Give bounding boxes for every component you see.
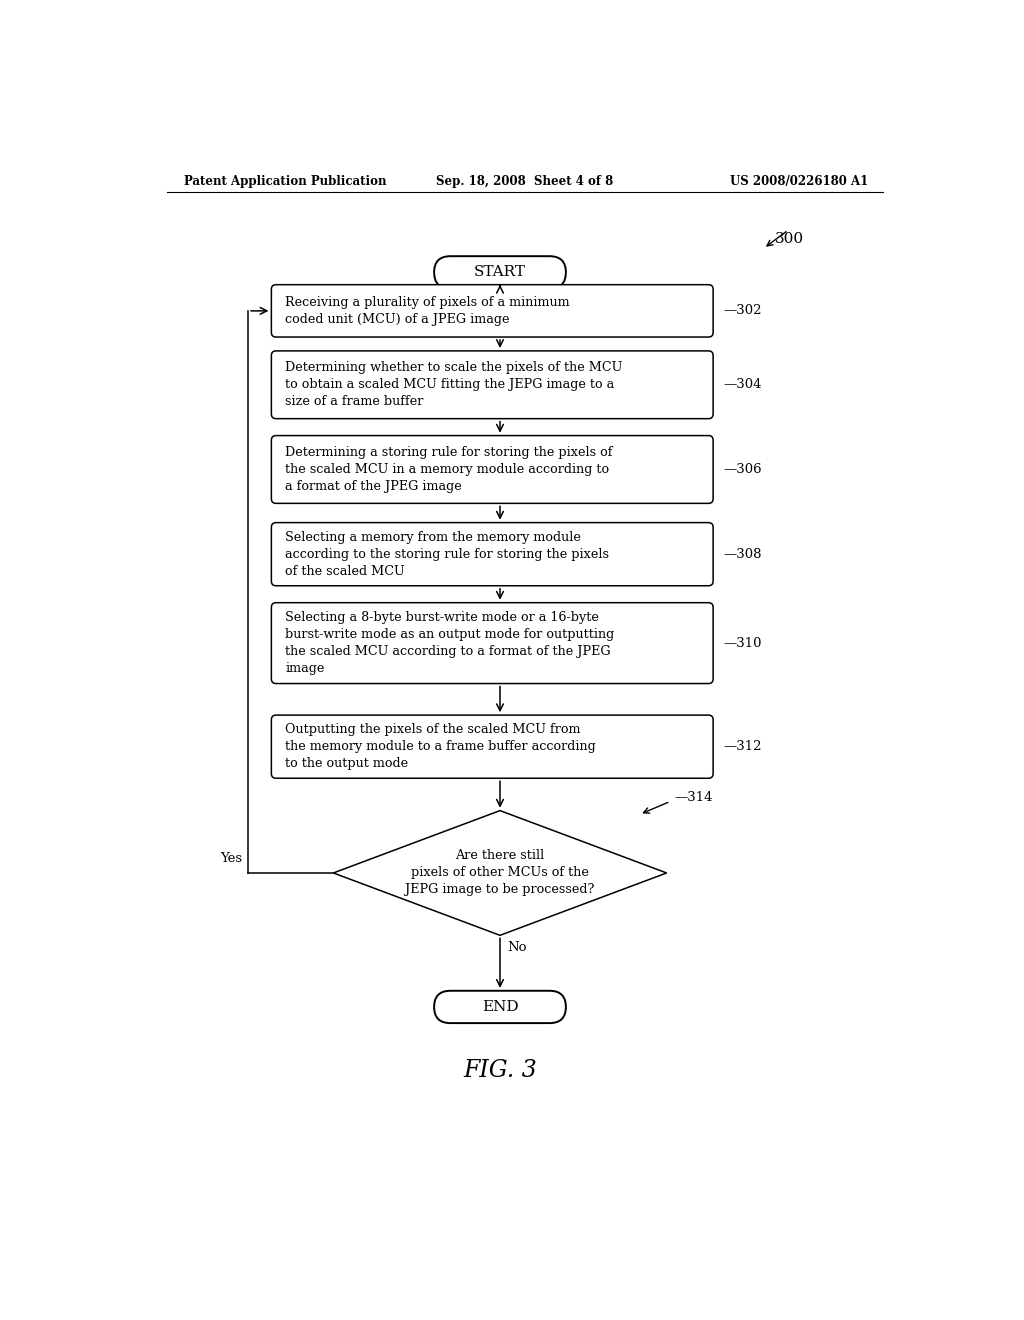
Text: Receiving a plurality of pixels of a minimum
coded unit (MCU) of a JPEG image: Receiving a plurality of pixels of a min… bbox=[286, 296, 570, 326]
Text: Patent Application Publication: Patent Application Publication bbox=[183, 176, 386, 189]
Text: Outputting the pixels of the scaled MCU from
the memory module to a frame buffer: Outputting the pixels of the scaled MCU … bbox=[286, 723, 596, 770]
FancyBboxPatch shape bbox=[271, 351, 713, 418]
Text: Selecting a 8-byte burst-write mode or a 16-byte
burst-write mode as an output m: Selecting a 8-byte burst-write mode or a… bbox=[286, 611, 614, 675]
FancyBboxPatch shape bbox=[271, 436, 713, 503]
Text: Determining whether to scale the pixels of the MCU
to obtain a scaled MCU fittin: Determining whether to scale the pixels … bbox=[286, 362, 623, 408]
Text: —310: —310 bbox=[723, 636, 762, 649]
FancyBboxPatch shape bbox=[434, 991, 566, 1023]
Text: Yes: Yes bbox=[220, 853, 242, 866]
Text: START: START bbox=[474, 265, 526, 280]
FancyBboxPatch shape bbox=[271, 715, 713, 779]
Text: Determining a storing rule for storing the pixels of
the scaled MCU in a memory : Determining a storing rule for storing t… bbox=[286, 446, 612, 492]
Text: —308: —308 bbox=[723, 548, 762, 561]
FancyBboxPatch shape bbox=[271, 285, 713, 337]
Text: US 2008/0226180 A1: US 2008/0226180 A1 bbox=[730, 176, 868, 189]
Text: —302: —302 bbox=[723, 305, 762, 317]
Text: Sep. 18, 2008  Sheet 4 of 8: Sep. 18, 2008 Sheet 4 of 8 bbox=[436, 176, 613, 189]
Text: FIG. 3: FIG. 3 bbox=[463, 1060, 537, 1082]
Text: Selecting a memory from the memory module
according to the storing rule for stor: Selecting a memory from the memory modul… bbox=[286, 531, 609, 578]
Polygon shape bbox=[334, 810, 667, 936]
Text: —304: —304 bbox=[723, 379, 762, 391]
Text: 300: 300 bbox=[775, 231, 804, 246]
Text: —314: —314 bbox=[675, 791, 713, 804]
Text: —306: —306 bbox=[723, 463, 762, 477]
Text: END: END bbox=[481, 1001, 518, 1014]
FancyBboxPatch shape bbox=[271, 523, 713, 586]
Text: Are there still
pixels of other MCUs of the
JEPG image to be processed?: Are there still pixels of other MCUs of … bbox=[406, 850, 595, 896]
FancyBboxPatch shape bbox=[271, 603, 713, 684]
Text: No: No bbox=[508, 941, 527, 954]
FancyBboxPatch shape bbox=[434, 256, 566, 289]
Text: —312: —312 bbox=[723, 741, 762, 754]
